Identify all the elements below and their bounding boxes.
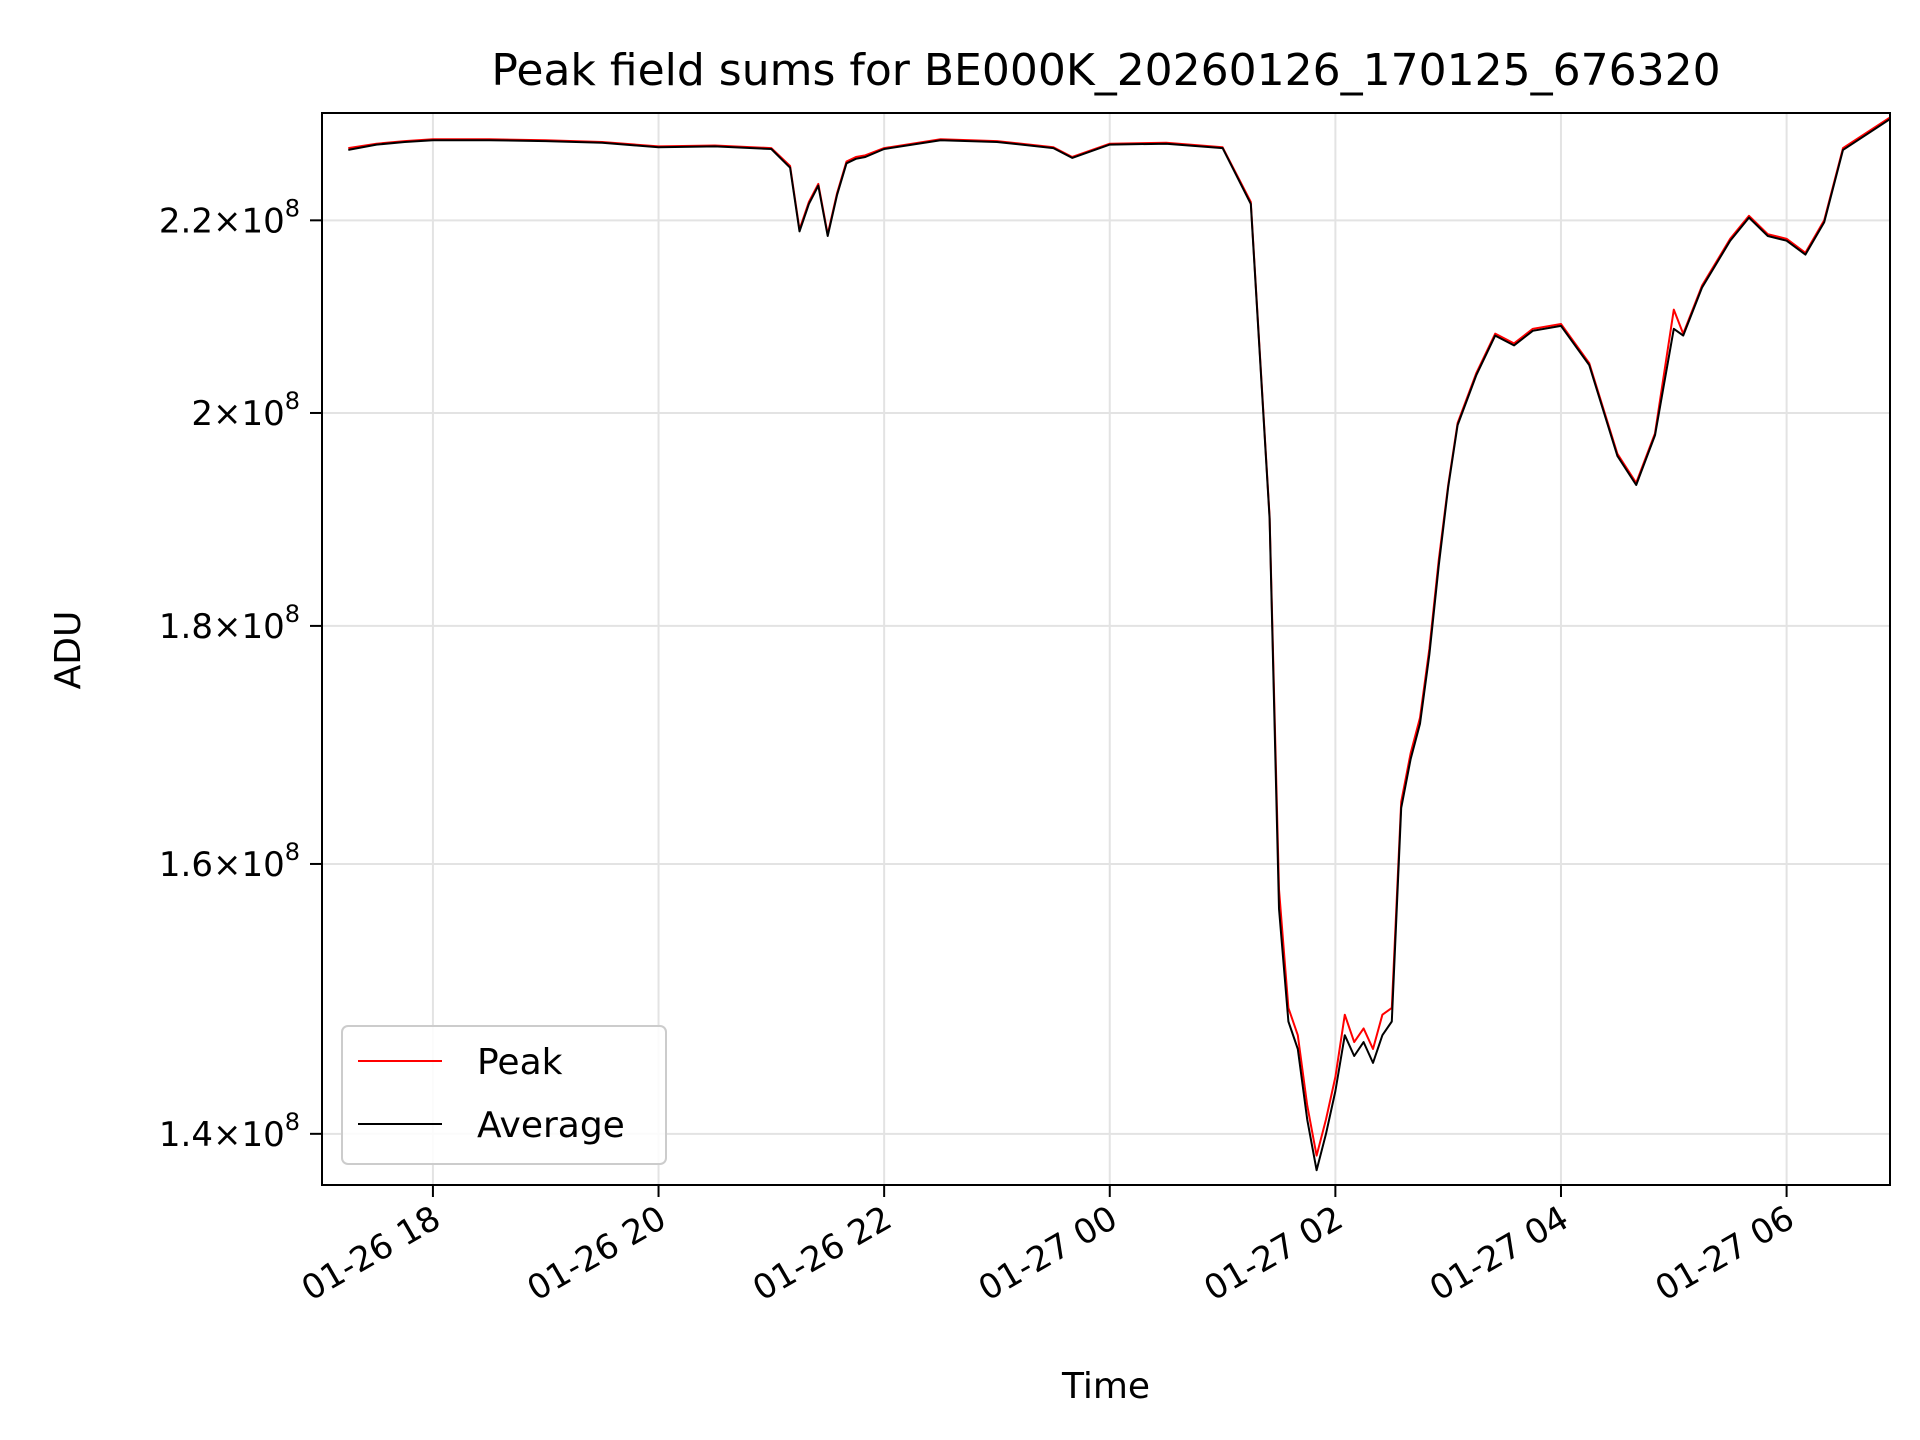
axes-frame bbox=[321, 112, 1891, 1186]
legend-label-peak: Peak bbox=[477, 1042, 563, 1083]
legend-label-average: Average bbox=[477, 1105, 625, 1146]
y-tick-label: 1.4×108 bbox=[159, 1108, 300, 1155]
y-tick-label: 2.2×108 bbox=[159, 194, 300, 241]
plot-area bbox=[348, 116, 1890, 1172]
y-tick-label: 2×108 bbox=[191, 387, 300, 434]
x-axis-label: Time bbox=[1061, 1366, 1150, 1407]
y-tick-label: 1.6×108 bbox=[159, 838, 300, 885]
chart-title: Peak field sums for BE000K_20260126_1701… bbox=[491, 45, 1720, 96]
series-line-average bbox=[348, 118, 1890, 1172]
y-axis-ticks: 1.4×108 1.6×108 1.8×108 2×108 2.2×108 bbox=[159, 194, 322, 1155]
y-tick-label: 1.8×108 bbox=[159, 600, 300, 647]
legend: Peak Average bbox=[341, 1025, 667, 1165]
y-axis-label: ADU bbox=[48, 611, 89, 690]
